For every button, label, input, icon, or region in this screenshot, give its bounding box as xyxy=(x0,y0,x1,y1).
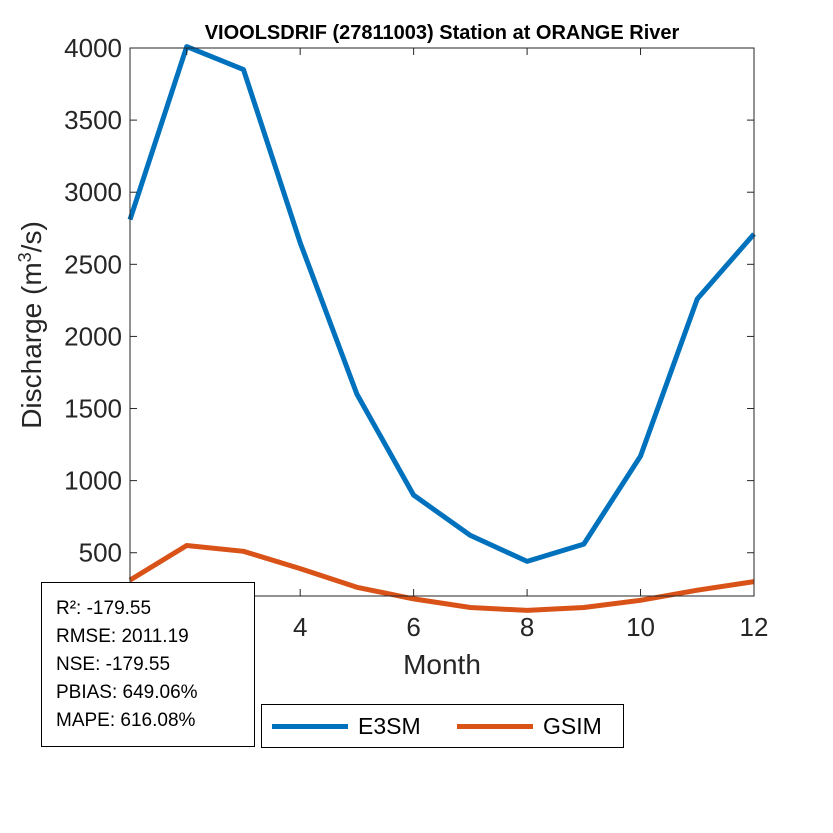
stat-r2: R²: -179.55 xyxy=(56,598,152,619)
plot-frame xyxy=(129,47,755,597)
y-axis-label-sup: 3 xyxy=(15,252,35,262)
y-tick-label: 1000 xyxy=(64,466,122,496)
x-tick-label: 8 xyxy=(520,612,534,642)
y-axis-ticks: 500 1000 1500 2000 2500 3000 3500 4000 xyxy=(64,33,754,568)
x-tick-label: 6 xyxy=(406,612,420,642)
series-line-e3sm xyxy=(127,44,756,564)
x-tick-label: 12 xyxy=(740,612,769,642)
legend-label-gsim: GSIM xyxy=(543,712,602,739)
stats-box: R²: -179.55 RMSE: 2011.19 NSE: -179.55 P… xyxy=(41,582,255,747)
stat-pbias: PBIAS: 649.06% xyxy=(56,682,198,703)
legend-swatch-e3sm xyxy=(272,723,348,729)
y-axis-label: Discharge (m3/s) xyxy=(15,221,47,429)
x-axis-label: Month xyxy=(403,649,481,680)
legend-item-gsim: GSIM xyxy=(457,705,602,747)
legend: E3SM GSIM xyxy=(261,704,624,748)
y-tick-label: 3500 xyxy=(64,105,122,135)
y-tick-label: 2500 xyxy=(64,249,122,279)
y-tick-label: 2000 xyxy=(64,321,122,351)
stat-rmse: RMSE: 2011.19 xyxy=(56,626,189,647)
series-layer xyxy=(127,44,756,613)
stat-mape: MAPE: 616.08% xyxy=(56,710,196,731)
y-tick-label: 1500 xyxy=(64,394,122,424)
legend-label-e3sm: E3SM xyxy=(358,712,421,739)
chart-title: VIOOLSDRIF (27811003) Station at ORANGE … xyxy=(205,22,680,44)
x-tick-label: 10 xyxy=(626,612,655,642)
series-line-gsim xyxy=(128,543,755,613)
x-tick-label: 4 xyxy=(293,612,307,642)
y-tick-label: 4000 xyxy=(64,33,122,63)
stat-nse: NSE: -179.55 xyxy=(56,654,171,675)
y-axis-label-main: Discharge (m xyxy=(16,262,47,428)
y-axis-label-tail: /s) xyxy=(16,221,47,252)
legend-item-e3sm: E3SM xyxy=(272,705,421,747)
y-tick-label: 3000 xyxy=(64,177,122,207)
legend-swatch-gsim xyxy=(457,723,533,729)
y-tick-label: 500 xyxy=(79,538,122,568)
